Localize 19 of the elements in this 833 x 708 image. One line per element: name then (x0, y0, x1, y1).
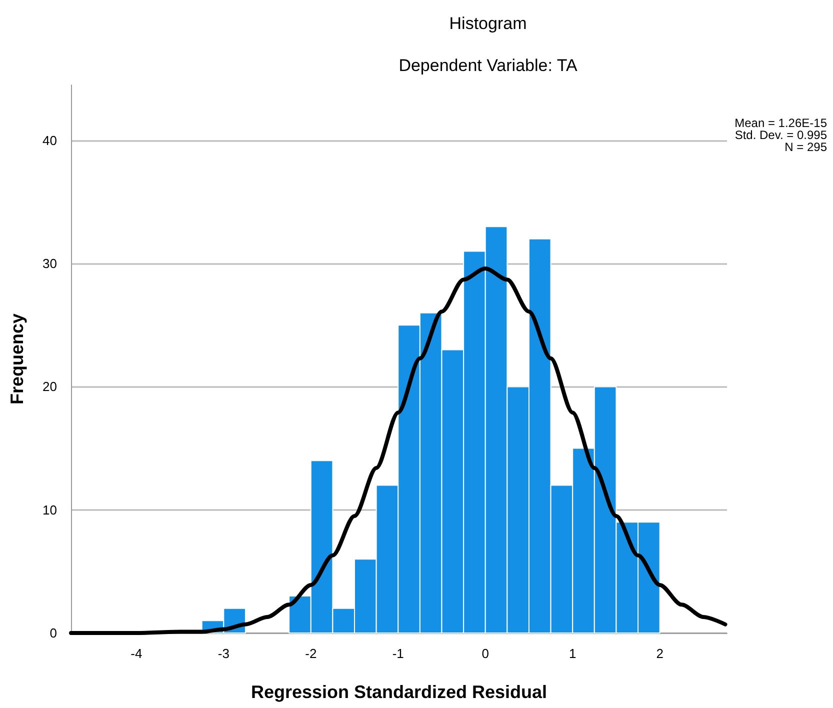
y-axis-title: Frequency (7, 313, 27, 405)
x-tick-label: 2 (656, 646, 664, 661)
y-tick-label: 20 (42, 379, 57, 394)
x-tick-label: 1 (568, 646, 576, 661)
x-tick-label: -2 (305, 646, 317, 661)
text: Mean = 1.26E-15 (734, 116, 828, 130)
y-tick-label: 40 (42, 132, 57, 148)
x-tick-label: 0 (482, 646, 489, 661)
text: N = 295 (784, 140, 828, 154)
text: Std. Dev. = 0.995 (734, 128, 828, 142)
chart-title: Histogram (449, 14, 527, 33)
y-tick-label: 10 (42, 502, 57, 518)
x-tick-label: -3 (218, 646, 230, 661)
x-axis-title: Regression Standardized Residual (250, 682, 548, 702)
y-tick-label: 0 (50, 626, 57, 640)
x-tick-label: -4 (130, 646, 142, 661)
chart-subtitle: Dependent Variable: TA (398, 56, 578, 75)
y-tick-label: 30 (42, 256, 57, 272)
x-tick-label: -1 (392, 646, 404, 661)
